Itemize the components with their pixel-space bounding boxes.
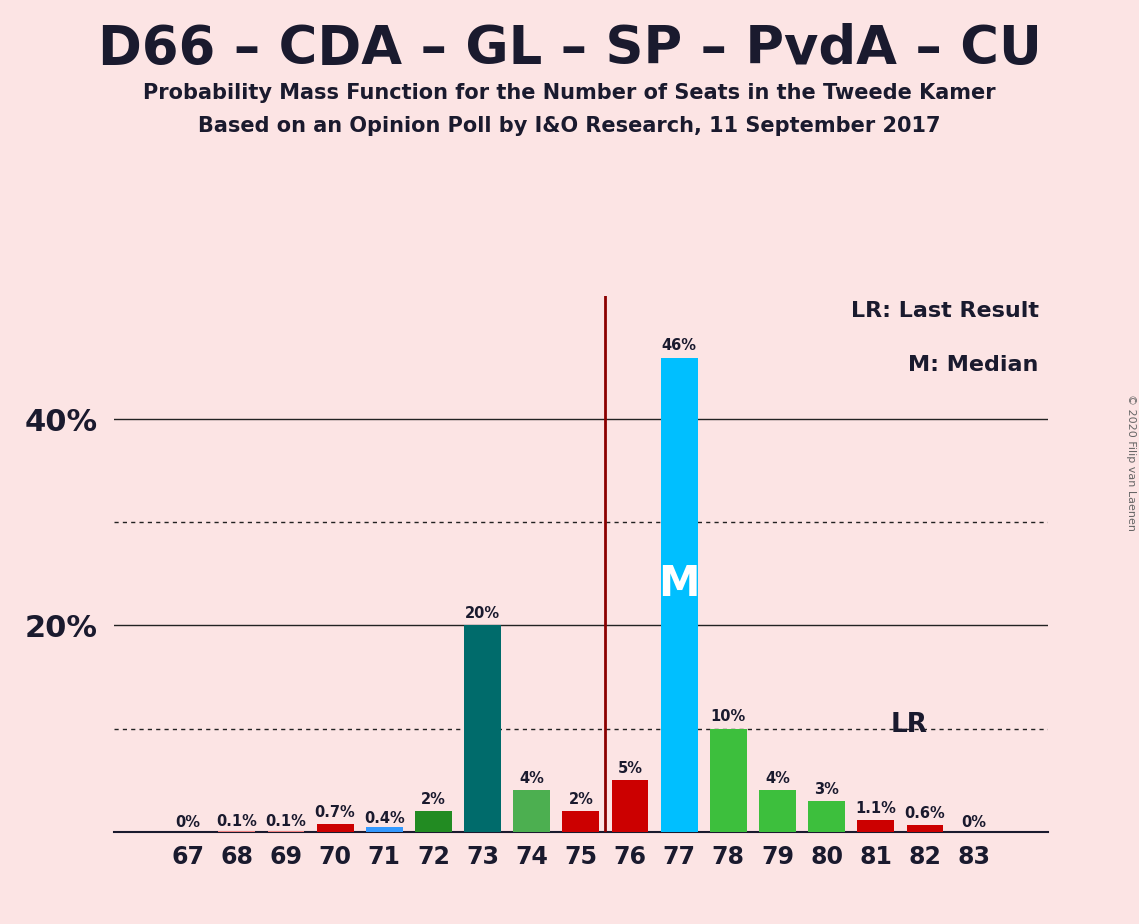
Bar: [317, 824, 353, 832]
Bar: [514, 790, 550, 832]
Text: © 2020 Filip van Laenen: © 2020 Filip van Laenen: [1126, 394, 1136, 530]
Text: 0.1%: 0.1%: [216, 814, 257, 829]
Bar: [612, 780, 648, 832]
Bar: [366, 828, 403, 832]
Text: 20%: 20%: [465, 606, 500, 621]
Bar: [759, 790, 796, 832]
Text: 5%: 5%: [617, 761, 642, 776]
Text: 3%: 3%: [814, 782, 839, 796]
Text: 0.4%: 0.4%: [363, 811, 404, 826]
Text: 0.6%: 0.6%: [904, 807, 945, 821]
Bar: [809, 801, 845, 832]
Text: Probability Mass Function for the Number of Seats in the Tweede Kamer: Probability Mass Function for the Number…: [144, 83, 995, 103]
Text: M: Median: M: Median: [908, 355, 1039, 374]
Text: Based on an Opinion Poll by I&O Research, 11 September 2017: Based on an Opinion Poll by I&O Research…: [198, 116, 941, 136]
Text: D66 – CDA – GL – SP – PvdA – CU: D66 – CDA – GL – SP – PvdA – CU: [98, 23, 1041, 75]
Text: 46%: 46%: [662, 338, 697, 353]
Text: LR: Last Result: LR: Last Result: [851, 301, 1039, 321]
Bar: [464, 626, 501, 832]
Text: 0%: 0%: [175, 815, 200, 830]
Text: 0%: 0%: [961, 815, 986, 830]
Bar: [415, 811, 452, 832]
Bar: [563, 811, 599, 832]
Text: 1.1%: 1.1%: [855, 801, 896, 816]
Bar: [710, 728, 747, 832]
Text: 10%: 10%: [711, 710, 746, 724]
Text: 2%: 2%: [421, 792, 445, 807]
Text: 0.1%: 0.1%: [265, 814, 306, 829]
Text: 4%: 4%: [765, 772, 790, 786]
Text: 2%: 2%: [568, 792, 593, 807]
Bar: [219, 831, 255, 832]
Bar: [907, 825, 943, 832]
Text: LR: LR: [891, 712, 927, 738]
Text: 0.7%: 0.7%: [314, 805, 355, 821]
Bar: [268, 831, 304, 832]
Bar: [858, 821, 894, 832]
Text: 4%: 4%: [519, 772, 544, 786]
Text: M: M: [658, 564, 700, 605]
Bar: [661, 358, 697, 832]
